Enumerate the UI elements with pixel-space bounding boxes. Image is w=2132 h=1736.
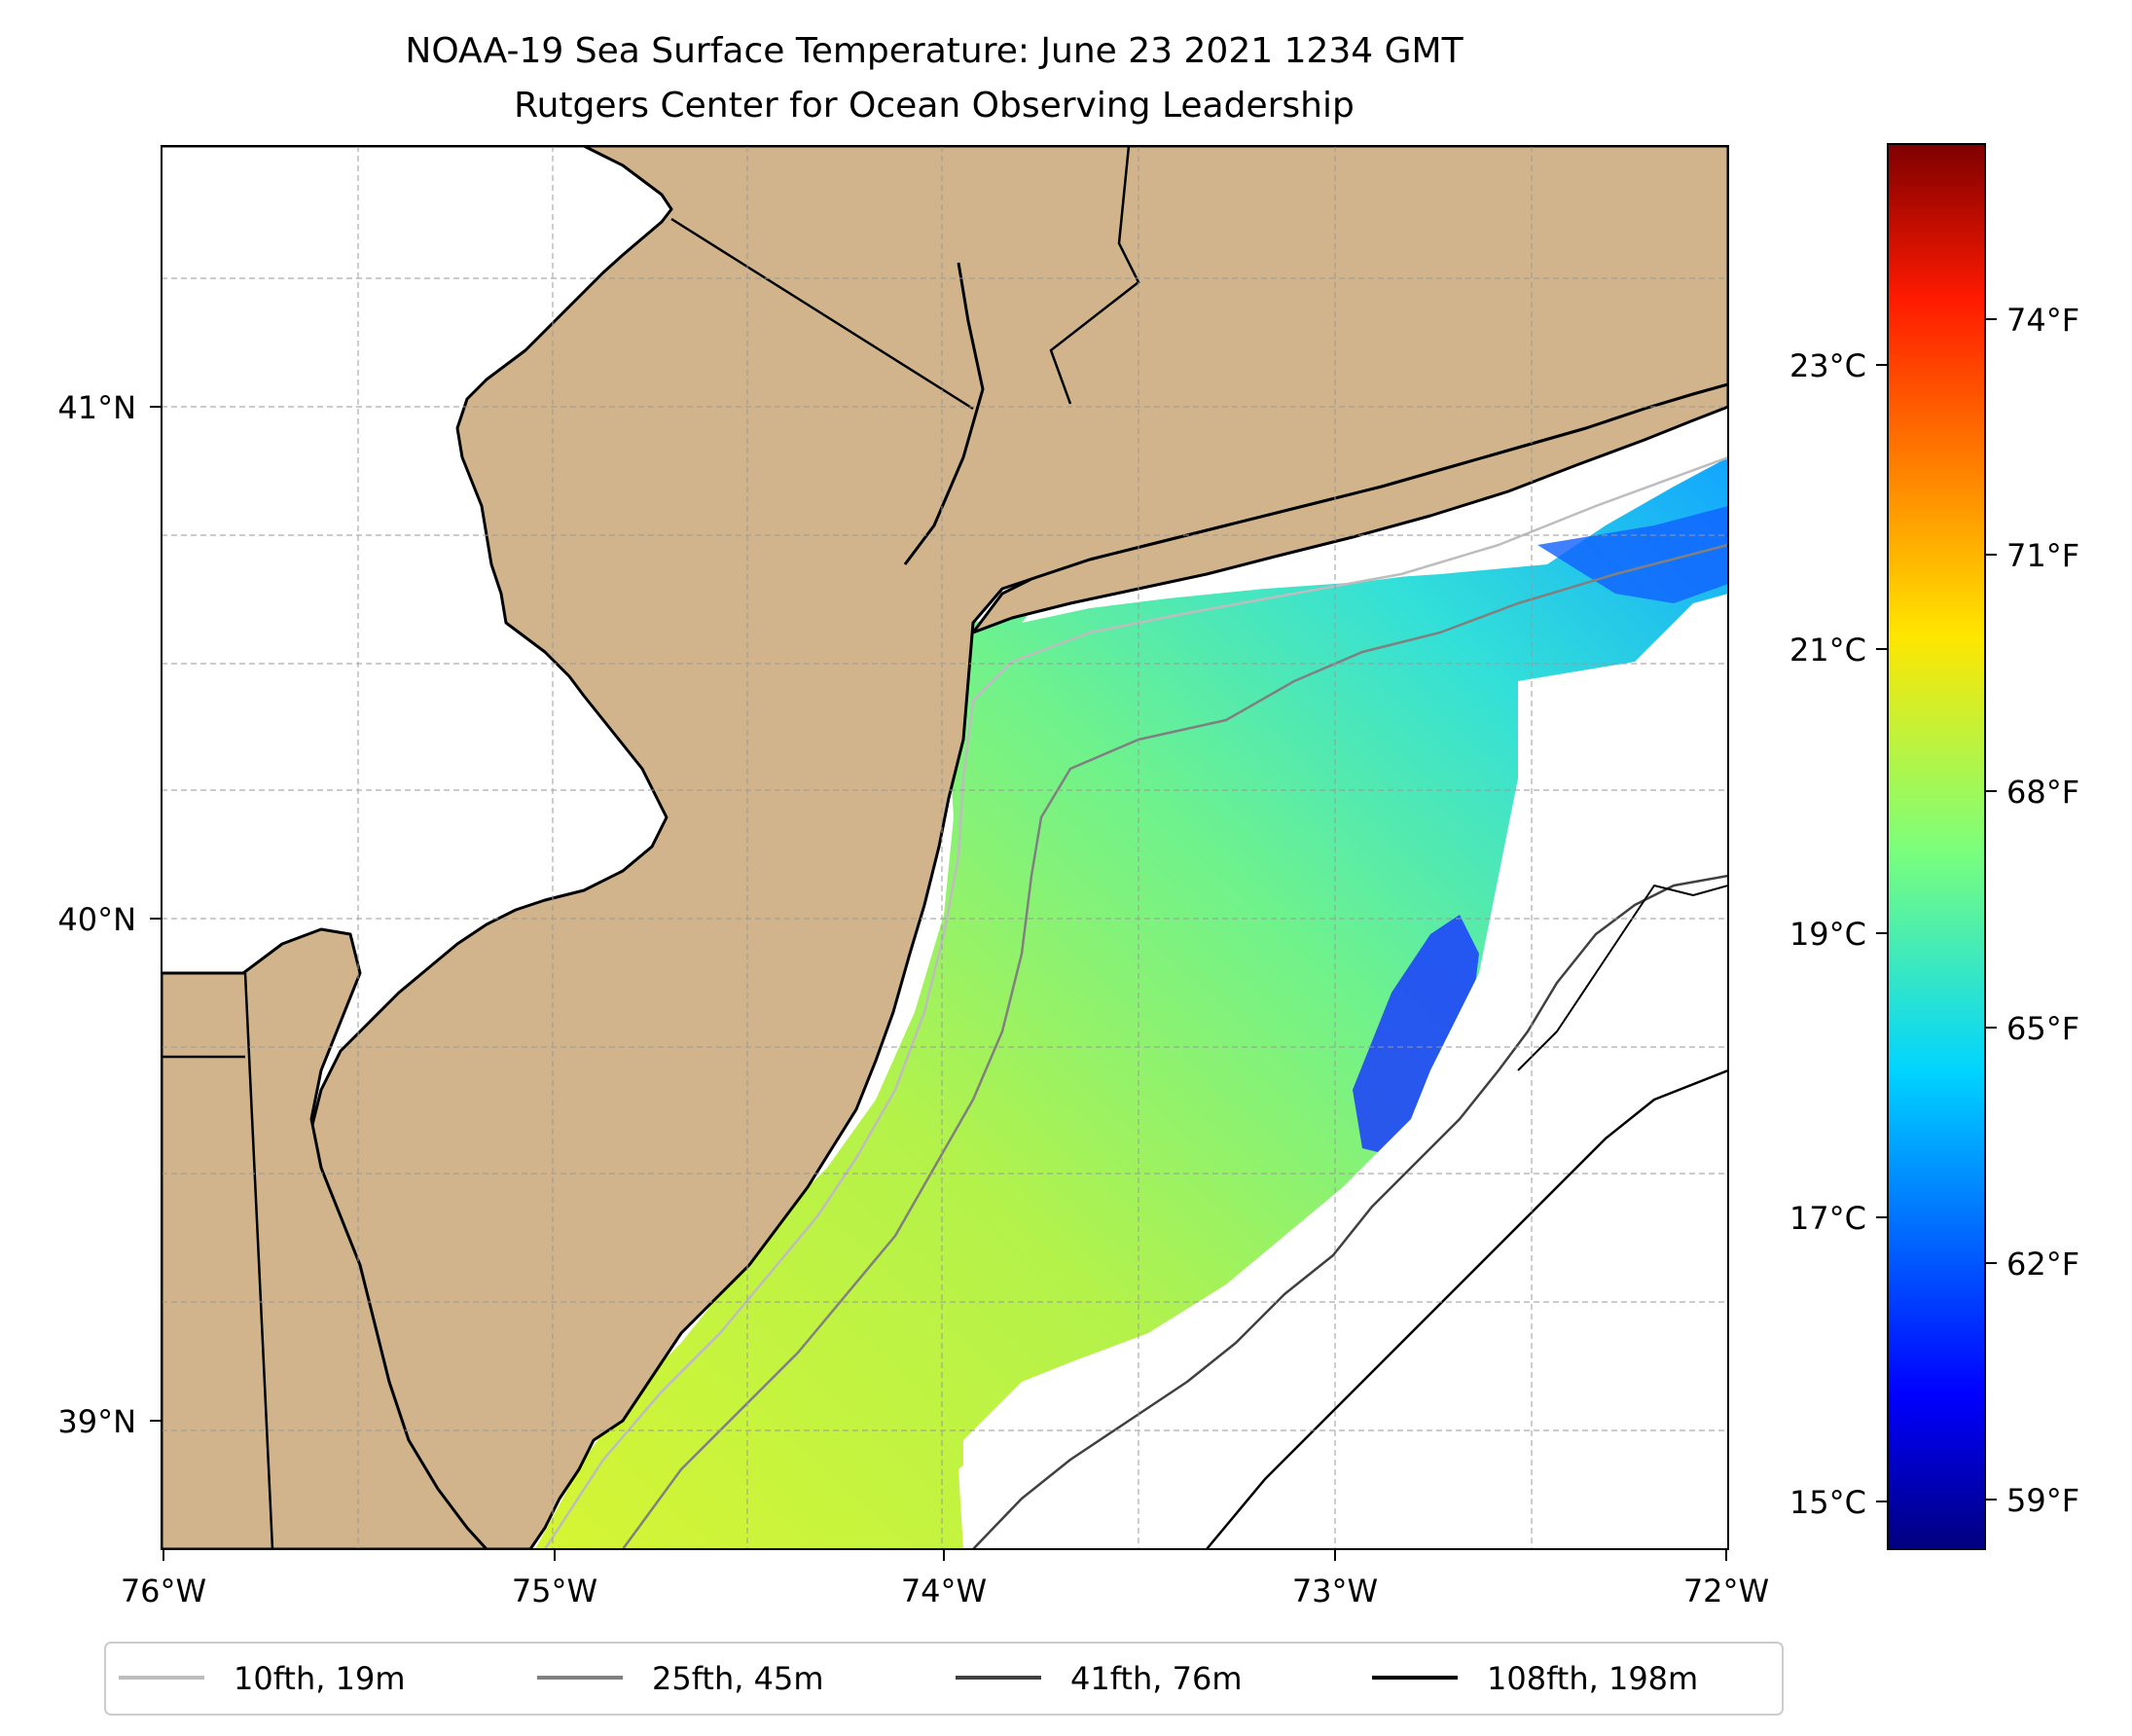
coastline-hudson [903,262,985,565]
lat-tick-label: 41°N [57,389,136,426]
fahrenheit-tick-label: 71°F [2006,537,2079,574]
lon-tick-label: 76°W [121,1573,206,1609]
sst-cool-patch-2 [1537,506,1728,603]
celsius-tick-label: 21°C [1789,632,1866,669]
land-long-island [971,382,1728,634]
isobath-108fth-east [1517,885,1728,1071]
celsius-tick-label: 15°C [1789,1484,1866,1521]
isobath-25fth [621,543,1728,1549]
legend-label: 41fth, 76m [1070,1660,1242,1697]
fahrenheit-tick-label: 74°F [2006,302,2079,339]
bathymetry-contours [543,455,1728,1549]
celsius-tick-label: 19°C [1789,916,1866,953]
map-gridlines [162,146,1728,1549]
lon-tick-label: 72°W [1683,1573,1769,1609]
fahrenheit-tick-label: 59°F [2006,1482,2079,1519]
celsius-tick-label: 23°C [1789,347,1866,384]
legend-label: 108fth, 198m [1487,1660,1698,1697]
cloud-mask-nearshore [1022,540,1460,623]
fahrenheit-tick-label: 62°F [2006,1246,2079,1283]
fahrenheit-tick-label: 68°F [2006,774,2079,811]
colorbar-fahrenheit-axis: 74°F 71°F 68°F 65°F 62°F 59°F [1985,302,2079,1519]
isobath-legend: 10fth, 19m 25fth, 45m 41fth, 76m 108fth,… [104,1642,1784,1716]
lon-axis: 76°W 75°W 74°W 73°W 72°W [121,1549,1769,1609]
colorbar-celsius-axis: 23°C 21°C 19°C 17°C 15°C [1789,347,1888,1521]
lat-tick-label: 39°N [57,1403,136,1440]
state-border-de-md [243,972,274,1549]
fahrenheit-tick-label: 65°F [2006,1010,2079,1047]
cloud-mask-east-bight [1596,671,1728,876]
lat-axis: 41°N 40°N 39°N [57,389,162,1440]
lon-tick-label: 74°W [901,1573,987,1609]
lat-tick-label: 40°N [57,901,136,938]
isobath-10fth [543,455,1728,1549]
state-border-nj-ny [670,217,974,411]
isobath-108fth [1206,1068,1728,1549]
cloud-mask-east [963,662,1728,1549]
isobath-41fth [972,874,1728,1549]
colorbar-gradient [1887,143,1986,1550]
land-pennsylvania-delaware [162,927,488,1549]
legend-label: 10fth, 19m [234,1660,405,1697]
map-title-line1: NOAA-19 Sea Surface Temperature: June 23… [405,31,1463,71]
colorbar: 23°C 21°C 19°C 17°C 15°C 74°F 71°F 68°F … [1789,143,2079,1550]
celsius-tick-label: 17°C [1789,1200,1866,1237]
map-title-line2: Rutgers Center for Ocean Observing Leade… [514,86,1355,126]
legend-label: 25fth, 45m [652,1660,823,1697]
lon-tick-label: 75°W [512,1573,597,1609]
lon-tick-label: 73°W [1292,1573,1378,1609]
legend-frame [104,1642,1784,1716]
sst-ocean-field [535,457,1728,1549]
map-plot-area [162,146,1728,1549]
